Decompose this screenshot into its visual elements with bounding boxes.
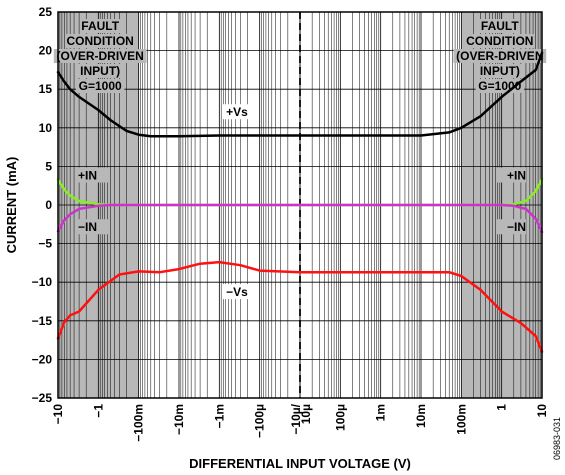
- y-tick-label: 10: [39, 121, 53, 135]
- series-line-vs-negative: [56, 260, 302, 340]
- x-tick-label: −10: [51, 404, 65, 425]
- y-axis-title: CURRENT (mA): [4, 157, 19, 254]
- x-tick-label: −100µ: [253, 404, 267, 438]
- x-tick-label: 1m: [374, 404, 388, 421]
- series-label-plus-in-left: +IN: [78, 169, 97, 183]
- series-labels: +Vs −Vs +IN +IN −IN −IN: [78, 104, 526, 300]
- series-label-minus-in-left: −IN: [78, 220, 97, 234]
- annotation-bg: [53, 49, 147, 63]
- series-label-plus-in-right: +IN: [507, 169, 526, 183]
- series-label-plus-vs-bg: [222, 104, 252, 120]
- y-tick-label: −25: [32, 391, 53, 405]
- annotation-bg: [464, 34, 536, 48]
- annotation-bg: [75, 79, 125, 93]
- x-tick-label: −10µ/: [289, 403, 303, 434]
- annotation-bg: [479, 19, 521, 33]
- annotations: FAULTCONDITION(OVER-DRIVENINPUT)G=1000FA…: [53, 19, 547, 93]
- annotation-left-line: CONDITION: [67, 34, 134, 48]
- x-tick-label: 10: [535, 404, 549, 418]
- x-tick-label: −10m: [172, 404, 186, 435]
- annotation-bg: [75, 64, 125, 78]
- y-tick-label: 0: [45, 198, 52, 212]
- plot-border: [57, 11, 543, 399]
- annotation-left-line: FAULT: [81, 19, 119, 33]
- annotation-bg: [79, 19, 121, 33]
- y-tick-labels: −25 −20 −15 −10 −5 0 5 10 15 20 25: [32, 5, 53, 405]
- series-line-in-negative: [56, 203, 302, 233]
- annotation-left-line: INPUT): [80, 64, 120, 78]
- x-tick-label: −100m: [132, 404, 146, 442]
- annotation-bg: [475, 64, 525, 78]
- annotation-right-line: (OVER-DRIVEN: [456, 49, 543, 63]
- y-tick-label: −10: [32, 275, 53, 289]
- y-tick-label: −5: [38, 237, 52, 251]
- annotation-bg: [64, 34, 136, 48]
- y-tick-label: 20: [39, 44, 53, 58]
- plot-frame: [57, 11, 543, 399]
- x-axis-title: DIFFERENTIAL INPUT VOLTAGE (V): [189, 456, 411, 471]
- series-label-minus-vs-bg: [222, 284, 252, 300]
- annotation-left-line: (OVER-DRIVEN: [57, 49, 144, 63]
- x-tick-labels: −10 −1 −100m −10m −1m −100µ −10µ/10µ 100µ 1m 10m 1…: [51, 403, 549, 441]
- y-tick-label: 5: [45, 159, 52, 173]
- y-tick-label: −15: [32, 314, 53, 328]
- series-label-plus-in-left-bg: [78, 167, 108, 183]
- series-label-plus-vs: +Vs: [226, 105, 248, 119]
- series-line-in-positive: [298, 203, 544, 234]
- annotation-right-line: FAULT: [481, 19, 519, 33]
- series-label-minus-in-left-bg: [78, 219, 108, 235]
- series-label-plus-in-right-bg: [496, 167, 526, 183]
- y-tick-label: −20: [32, 352, 53, 366]
- x-tick-label: 1: [495, 404, 509, 411]
- series-group: [56, 51, 544, 353]
- series-line-vs-positive: [298, 270, 544, 353]
- series-label-minus-in-right-bg: [496, 219, 526, 235]
- y-tick-label: 15: [39, 82, 53, 96]
- series-line-vs-positive: [298, 51, 544, 137]
- annotation-right-line: CONDITION: [466, 34, 533, 48]
- figure-code: 06983-031: [552, 417, 562, 460]
- x-tick-label: −1: [91, 404, 105, 418]
- y-tick-label: 25: [39, 5, 53, 19]
- x-tick-label: −1m: [212, 404, 226, 428]
- annotation-left-line: G=1000: [79, 79, 122, 93]
- x-tick-label: 10µ: [299, 404, 313, 424]
- series-line-vs-negative: [56, 70, 302, 138]
- series-label-minus-vs: −Vs: [226, 285, 248, 299]
- x-tick-label: 100m: [454, 404, 468, 435]
- x-tick-label: 100µ: [333, 404, 347, 431]
- annotation-right-line: INPUT): [480, 64, 520, 78]
- x-tick-label: 10m: [414, 404, 428, 428]
- series-label-minus-in-right: −IN: [507, 220, 526, 234]
- annotation-bg: [453, 49, 547, 63]
